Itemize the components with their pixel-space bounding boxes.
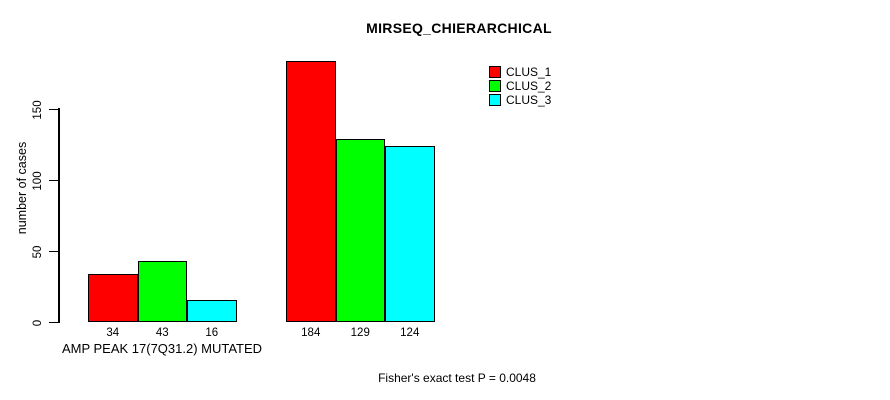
bar-clus_3-group-2 xyxy=(385,146,435,323)
legend-label: CLUS_1 xyxy=(506,64,552,79)
legend-swatch-icon xyxy=(489,65,501,78)
bar-clus_1-group-1 xyxy=(88,274,138,323)
y-tick-mark xyxy=(49,179,58,182)
y-tick-label: 0 xyxy=(32,319,44,326)
bar-clus_2-group-2 xyxy=(335,139,385,323)
legend-item-clus_2: CLUS_2 xyxy=(489,77,552,94)
bar-value-label: 16 xyxy=(205,326,219,339)
bar-clus_3-group-1 xyxy=(187,299,237,323)
bar-value-label: 34 xyxy=(106,326,120,339)
y-axis-label: number of cases xyxy=(15,141,29,235)
legend-swatch-icon xyxy=(489,80,501,93)
bar-value-label: 124 xyxy=(400,326,420,339)
y-tick-label: 150 xyxy=(32,99,44,120)
x-group-label: AMP PEAK 17(7Q31.2) MUTATED xyxy=(61,341,263,356)
legend: CLUS_1 CLUS_2 CLUS_3 xyxy=(489,63,552,108)
bar-value-label: 43 xyxy=(155,326,169,339)
bar-clus_1-group-2 xyxy=(286,61,336,323)
legend-label: CLUS_3 xyxy=(506,93,552,108)
y-tick-mark xyxy=(49,250,58,253)
y-tick-mark xyxy=(49,321,58,324)
legend-item-clus_3: CLUS_3 xyxy=(489,92,552,108)
y-tick-label: 100 xyxy=(32,170,44,191)
bar-value-label: 184 xyxy=(301,326,321,339)
y-tick-mark xyxy=(49,108,58,111)
y-axis-line xyxy=(58,108,60,323)
y-tick-label: 50 xyxy=(32,245,44,258)
legend-swatch-icon xyxy=(489,94,501,107)
legend-label: CLUS_2 xyxy=(506,79,552,94)
footer-stat: Fisher's exact test P = 0.0048 xyxy=(378,371,536,385)
chart-title: MIRSEQ_CHIERARCHICAL xyxy=(366,20,552,36)
legend-item-clus_1: CLUS_1 xyxy=(489,63,552,79)
bar-clus_2-group-1 xyxy=(137,261,187,323)
bar-value-label: 129 xyxy=(350,326,370,339)
